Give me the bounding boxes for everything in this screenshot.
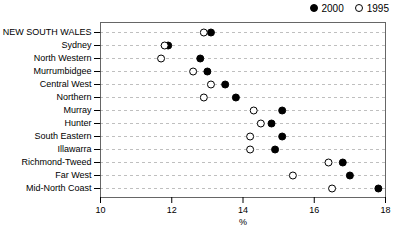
svg-text:Far West: Far West xyxy=(55,170,92,180)
html-text:2000: 2000 xyxy=(321,2,344,14)
svg-text:%: % xyxy=(239,217,247,227)
svg-text:Northern: Northern xyxy=(56,92,91,102)
svg-text:16: 16 xyxy=(309,205,319,215)
svg-text:Murrumbidgee: Murrumbidgee xyxy=(33,66,91,76)
svg-text:14: 14 xyxy=(238,205,248,215)
svg-text:Richmond-Tweed: Richmond-Tweed xyxy=(21,157,91,167)
svg-text:Mid-North Coast: Mid-North Coast xyxy=(26,183,92,193)
svg-text:12: 12 xyxy=(167,205,177,215)
svg-text:NEW SOUTH WALES: NEW SOUTH WALES xyxy=(3,27,92,37)
svg-text:10: 10 xyxy=(95,205,105,215)
svg-text:Illawarra: Illawarra xyxy=(57,144,91,154)
svg-text:Central West: Central West xyxy=(40,79,92,89)
svg-text:Hunter: Hunter xyxy=(64,118,91,128)
svg-text:South Eastern: South Eastern xyxy=(34,131,91,141)
svg-text:18: 18 xyxy=(380,205,390,215)
html-text:1995: 1995 xyxy=(366,2,389,14)
svg-text:Sydney: Sydney xyxy=(61,40,92,50)
svg-text:Murray: Murray xyxy=(63,105,92,115)
svg-text:North Western: North Western xyxy=(34,53,92,63)
